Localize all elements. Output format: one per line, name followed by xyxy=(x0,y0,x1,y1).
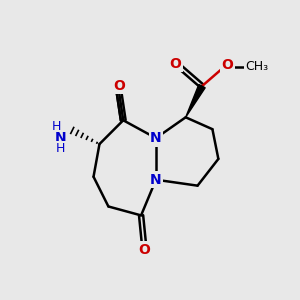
Text: N: N xyxy=(150,131,162,145)
Text: H: H xyxy=(52,120,61,133)
Polygon shape xyxy=(186,84,205,117)
Text: O: O xyxy=(138,243,150,256)
Text: N: N xyxy=(150,173,162,187)
Text: H: H xyxy=(56,142,65,155)
Text: O: O xyxy=(221,58,233,72)
Text: O: O xyxy=(113,79,125,93)
Text: O: O xyxy=(169,57,181,71)
Text: CH₃: CH₃ xyxy=(245,60,268,73)
Text: N: N xyxy=(55,131,67,145)
